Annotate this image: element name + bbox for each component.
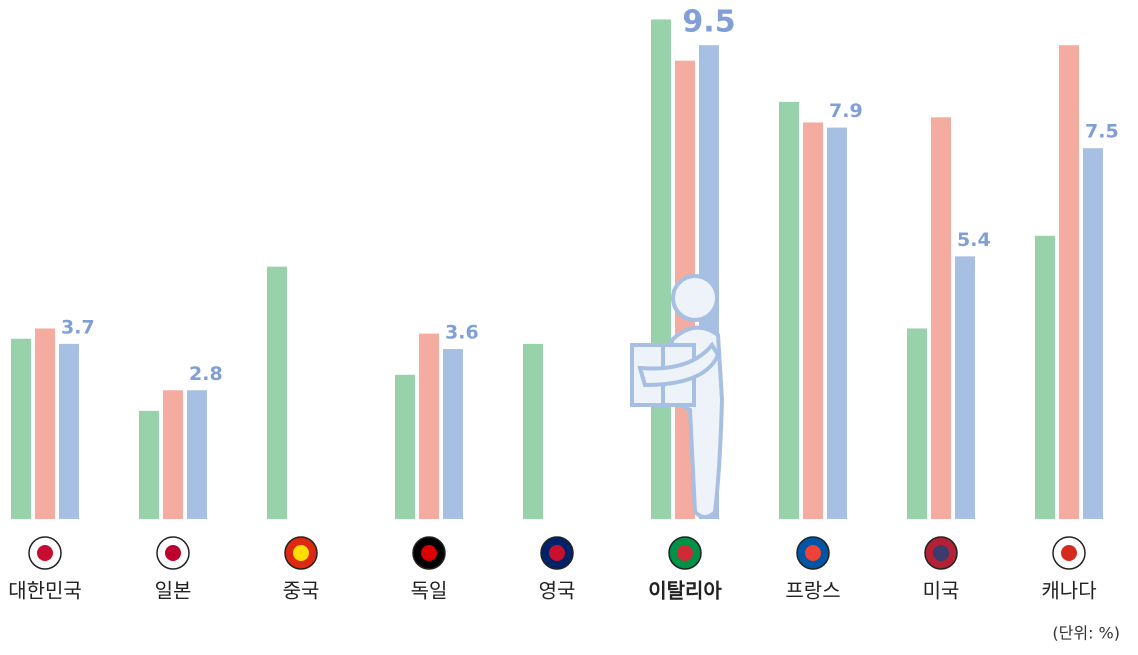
bar bbox=[395, 375, 415, 519]
category-label: 일본 bbox=[155, 579, 192, 603]
bar bbox=[163, 390, 183, 519]
bar bbox=[931, 117, 951, 519]
value-label: 5.4 bbox=[957, 229, 991, 251]
flag-emblem bbox=[37, 545, 53, 561]
bar bbox=[443, 349, 463, 519]
bar bbox=[779, 102, 799, 519]
flag-emblem bbox=[293, 545, 309, 561]
category-label: 캐나다 bbox=[1041, 579, 1096, 603]
bars: 3.7 2.8 3.6 9.5 7.9 5.4 7.5 bbox=[11, 5, 1119, 519]
category-label: 독일 bbox=[411, 579, 448, 603]
flag-emblem bbox=[165, 545, 181, 561]
category-label: 중국 bbox=[283, 579, 320, 603]
flag-emblem bbox=[677, 545, 693, 561]
category-label: 프랑스 bbox=[785, 579, 840, 603]
bar bbox=[955, 256, 975, 519]
bar bbox=[1059, 45, 1079, 519]
bar bbox=[907, 328, 927, 519]
value-label: 3.7 bbox=[61, 316, 95, 338]
bar bbox=[523, 344, 543, 519]
category-label: 영국 bbox=[539, 579, 576, 603]
flag-emblem bbox=[421, 545, 437, 561]
category-label: 미국 bbox=[923, 579, 960, 603]
flag-emblem bbox=[549, 545, 565, 561]
value-label: 7.9 bbox=[829, 100, 863, 122]
bar bbox=[1035, 236, 1055, 519]
bar bbox=[187, 390, 207, 519]
flag-emblem bbox=[933, 545, 949, 561]
value-label: 2.8 bbox=[189, 363, 223, 385]
value-label: 3.6 bbox=[445, 322, 479, 344]
bar bbox=[35, 328, 55, 519]
bar bbox=[419, 334, 439, 519]
unit-note: (단위: %) bbox=[1052, 624, 1120, 643]
flag-emblem bbox=[805, 545, 821, 561]
bar bbox=[59, 344, 79, 519]
category-label: 대한민국 bbox=[8, 579, 82, 603]
value-label: 7.5 bbox=[1085, 121, 1119, 143]
bar bbox=[827, 128, 847, 519]
flag-emblem bbox=[1061, 545, 1077, 561]
bar bbox=[1083, 148, 1103, 519]
value-label: 9.5 bbox=[682, 5, 735, 40]
bar bbox=[651, 19, 671, 519]
bar bbox=[11, 339, 31, 519]
bar bbox=[139, 411, 159, 519]
category-label: 이탈리아 bbox=[648, 579, 722, 603]
bar bbox=[803, 122, 823, 519]
bar bbox=[267, 267, 287, 519]
chart: 3.7 2.8 3.6 9.5 7.9 5.4 7.5 (단위: %) 대한민국 일본 중국 독일… bbox=[0, 0, 1138, 655]
